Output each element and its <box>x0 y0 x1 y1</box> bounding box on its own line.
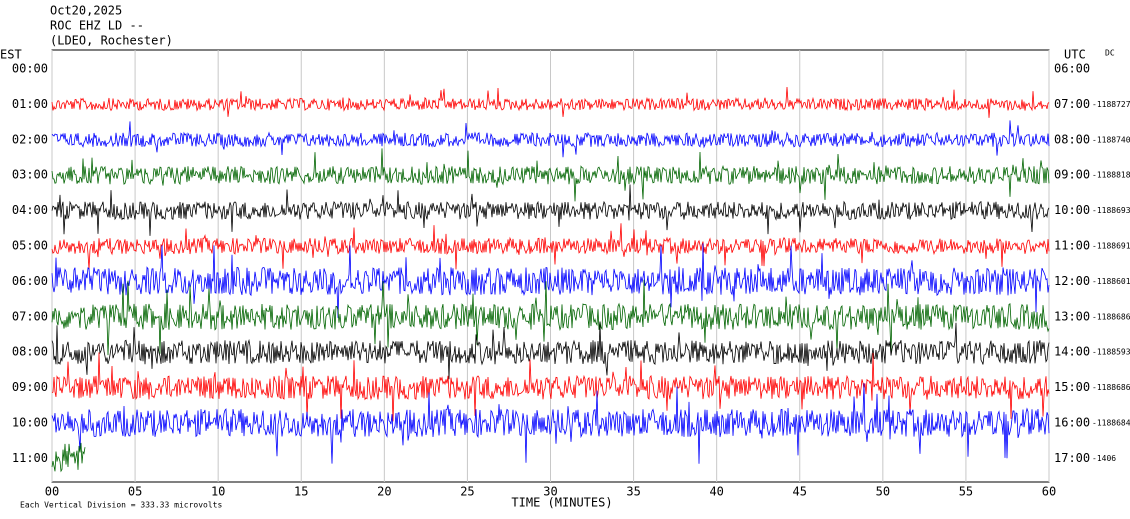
utc-label: 11:00 <box>1054 239 1090 253</box>
offset-label: -1188693 <box>1092 206 1130 215</box>
corner-label: DC <box>1105 49 1115 58</box>
offset-label: -1188686 <box>1092 383 1130 392</box>
trace <box>51 442 86 473</box>
trace <box>51 184 1050 236</box>
x-tick-label: 05 <box>128 485 142 499</box>
offset-label: -1188684 <box>1092 419 1130 428</box>
offset-label: -1188601 <box>1092 277 1130 286</box>
x-tick-label: 45 <box>793 485 807 499</box>
est-label: 05:00 <box>12 239 48 253</box>
utc-label: 17:00 <box>1054 451 1090 465</box>
network: (LDEO, Rochester) <box>50 34 173 48</box>
offset-label: -1188727 <box>1092 100 1130 109</box>
x-tick-label: 10 <box>211 485 225 499</box>
trace <box>51 321 1050 380</box>
est-label: 03:00 <box>12 168 48 182</box>
station: ROC EHZ LD -- <box>50 19 144 33</box>
x-tick-label: 25 <box>460 485 474 499</box>
est-label: 06:00 <box>12 274 48 288</box>
offset-label: -1188593 <box>1092 348 1130 357</box>
est-label: 02:00 <box>12 132 48 146</box>
x-tick-label: 30 <box>543 485 557 499</box>
x-tick-label: 55 <box>959 485 973 499</box>
est-label: 09:00 <box>12 380 48 394</box>
offset-label: -1188691 <box>1092 242 1130 251</box>
offset-label: -1188818 <box>1092 171 1130 180</box>
trace <box>51 352 1050 422</box>
offset-label: -1188686 <box>1092 312 1130 321</box>
utc-label: 13:00 <box>1054 309 1090 323</box>
x-axis-label: TIME (MINUTES) <box>511 496 612 510</box>
trace <box>51 148 1050 202</box>
trace <box>51 120 1050 158</box>
x-tick-label: 00 <box>45 485 59 499</box>
est-label: 04:00 <box>12 203 48 217</box>
date: Oct20,2025 <box>50 4 122 18</box>
trace <box>51 243 1050 318</box>
trace <box>51 279 1050 356</box>
utc-label: 10:00 <box>1054 203 1090 217</box>
x-tick-label: 35 <box>626 485 640 499</box>
utc-label: 08:00 <box>1054 132 1090 146</box>
utc-label: 09:00 <box>1054 168 1090 182</box>
est-label: 11:00 <box>12 451 48 465</box>
trace <box>51 223 1050 270</box>
utc-label: 07:00 <box>1054 97 1090 111</box>
utc-label: 12:00 <box>1054 274 1090 288</box>
right-axis-label: UTC <box>1064 48 1086 62</box>
trace <box>51 383 1050 464</box>
x-tick-label: 40 <box>709 485 723 499</box>
utc-label: 15:00 <box>1054 380 1090 394</box>
utc-label: 16:00 <box>1054 416 1090 430</box>
offset-label: -1188740 <box>1092 135 1130 144</box>
est-label: 08:00 <box>12 345 48 359</box>
est-label: 10:00 <box>12 416 48 430</box>
trace <box>51 86 1050 118</box>
x-tick-label: 60 <box>1042 485 1056 499</box>
x-tick-label: 15 <box>294 485 308 499</box>
est-label: 07:00 <box>12 309 48 323</box>
x-tick-label: 50 <box>876 485 890 499</box>
x-tick-label: 20 <box>377 485 391 499</box>
scale-note: Each Vertical Division = 333.33 microvol… <box>20 501 222 510</box>
est-label: 00:00 <box>12 62 48 76</box>
left-axis-label: EST <box>0 48 22 62</box>
utc-label: 14:00 <box>1054 345 1090 359</box>
utc-label: 06:00 <box>1054 62 1090 76</box>
est-label: 01:00 <box>12 97 48 111</box>
offset-label: -1406 <box>1092 454 1116 463</box>
